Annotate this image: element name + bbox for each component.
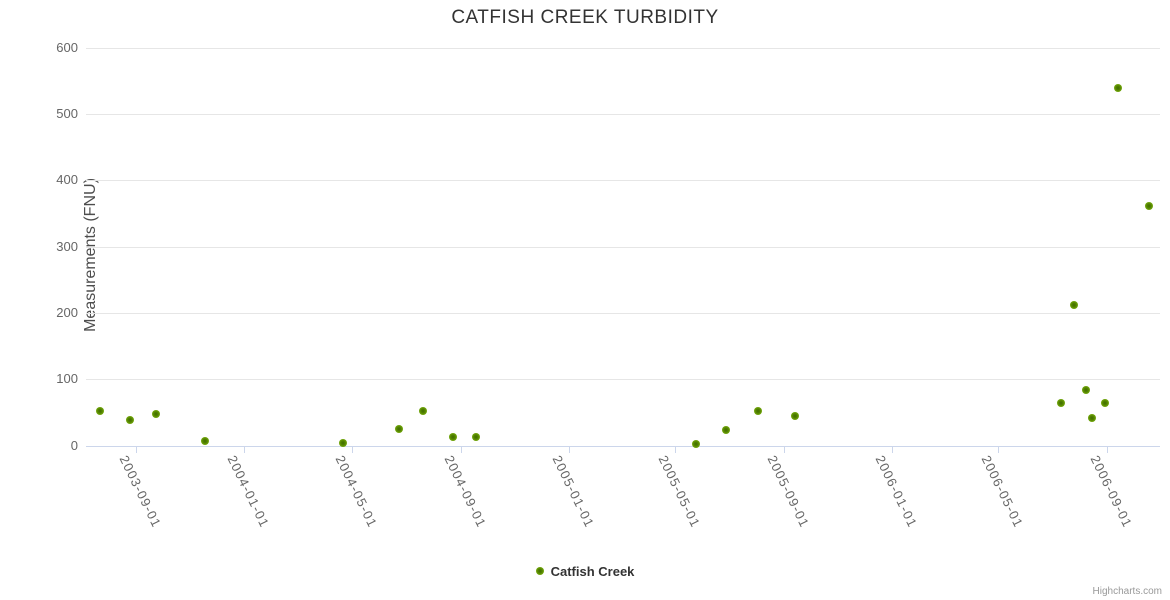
y-tick-label: 600 bbox=[56, 39, 78, 55]
highcharts-credits[interactable]: Highcharts.com bbox=[1092, 586, 1162, 597]
y-gridline bbox=[86, 180, 1160, 182]
x-axis-line bbox=[86, 445, 1160, 447]
y-gridline bbox=[86, 313, 1160, 315]
y-gridline bbox=[86, 246, 1160, 248]
x-tick-label: 2004-09-01 bbox=[441, 452, 489, 530]
y-tick-label: 200 bbox=[56, 305, 78, 321]
y-axis-title: Measurements (FNU) bbox=[81, 178, 99, 332]
x-tick-label: 2005-01-01 bbox=[549, 452, 597, 530]
data-point[interactable] bbox=[200, 437, 209, 446]
x-tick-label: 2004-05-01 bbox=[332, 452, 381, 530]
y-tick-label: 400 bbox=[56, 172, 78, 188]
data-point[interactable] bbox=[791, 411, 800, 420]
x-tick bbox=[674, 446, 676, 453]
x-tick-label: 2006-09-01 bbox=[1087, 452, 1136, 530]
x-tick bbox=[244, 446, 246, 453]
y-tick-label: 500 bbox=[56, 106, 78, 122]
data-point[interactable] bbox=[722, 426, 731, 435]
x-tick bbox=[460, 446, 462, 453]
data-point[interactable] bbox=[1056, 398, 1065, 407]
x-tick bbox=[568, 446, 570, 453]
y-tick-label: 300 bbox=[56, 238, 78, 254]
y-tick-label: 100 bbox=[56, 371, 78, 387]
x-tick-label: 2006-01-01 bbox=[872, 452, 921, 530]
data-point[interactable] bbox=[692, 439, 701, 448]
legend-item-catfish-creek[interactable]: Catfish Creek bbox=[0, 562, 1170, 580]
x-tick-label: 2006-05-01 bbox=[978, 452, 1027, 530]
x-tick bbox=[997, 446, 999, 453]
y-gridline bbox=[86, 114, 1160, 116]
data-point[interactable] bbox=[1081, 385, 1090, 394]
data-point[interactable] bbox=[394, 425, 403, 434]
data-point[interactable] bbox=[151, 409, 160, 418]
x-tick-label: 2005-09-01 bbox=[764, 452, 813, 530]
data-point[interactable] bbox=[1070, 301, 1079, 310]
x-tick bbox=[1106, 446, 1108, 453]
data-point[interactable] bbox=[1101, 398, 1110, 407]
x-tick bbox=[351, 446, 353, 453]
legend-item-label: Catfish Creek bbox=[550, 563, 635, 579]
data-point[interactable] bbox=[419, 406, 428, 415]
x-tick-label: 2004-01-01 bbox=[225, 452, 273, 530]
x-tick-label: 2005-05-01 bbox=[655, 452, 704, 530]
data-point[interactable] bbox=[96, 406, 105, 415]
data-point[interactable] bbox=[1114, 83, 1123, 92]
x-tick bbox=[891, 446, 893, 453]
chart-title: CATFISH CREEK TURBIDITY bbox=[451, 7, 719, 28]
x-tick bbox=[783, 446, 785, 453]
data-point[interactable] bbox=[338, 439, 347, 448]
x-tick-label: 2003-09-01 bbox=[116, 452, 165, 530]
y-tick-label: 0 bbox=[70, 437, 78, 453]
data-point[interactable] bbox=[126, 416, 135, 425]
data-point[interactable] bbox=[1145, 202, 1154, 211]
x-tick bbox=[136, 446, 138, 453]
data-point[interactable] bbox=[754, 406, 763, 415]
data-point[interactable] bbox=[448, 433, 457, 442]
y-gridline bbox=[86, 47, 1160, 49]
y-gridline bbox=[86, 379, 1160, 381]
legend-marker-icon bbox=[535, 567, 544, 575]
data-point[interactable] bbox=[472, 433, 481, 442]
data-point[interactable] bbox=[1087, 413, 1096, 422]
